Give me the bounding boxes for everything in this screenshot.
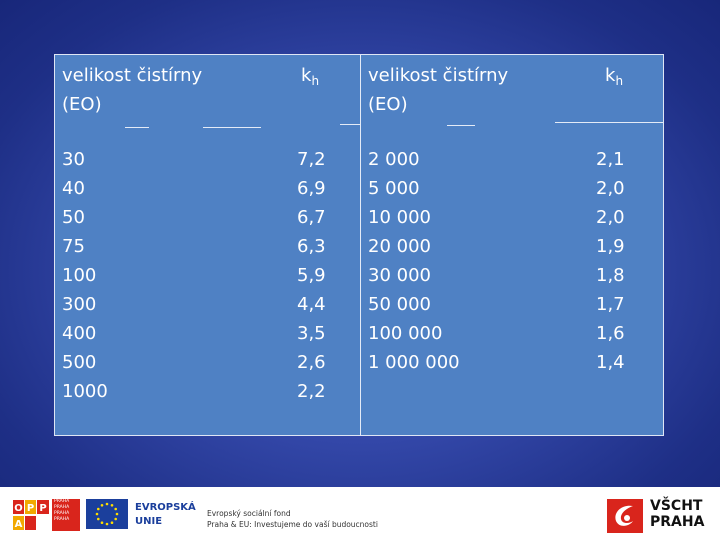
opp-letter: A — [15, 519, 23, 530]
header-underline — [447, 125, 475, 126]
vscht-logo-text: VŠCHT PRAHA — [650, 498, 704, 530]
header-underline — [340, 124, 360, 125]
right-kh-header: kh — [605, 65, 624, 88]
left-size-values: 30 40 50 75 100 300 400 500 1000 — [62, 149, 108, 402]
opp-praha-line: PRAHA — [54, 511, 70, 516]
footer-logo-bar: O P P A PRAHA PRAHA PRAHA PRAHA EVROPSKÁ… — [0, 487, 720, 540]
eu-logo-line: EVROPSKÁ — [135, 502, 196, 513]
right-size-values: 2 000 5 000 10 000 20 000 30 000 50 000 … — [368, 149, 460, 373]
esf-caption: Evropský sociální fond Praha & EU: Inves… — [207, 508, 378, 530]
opp-logo: O P P A — [12, 499, 50, 531]
header-underline — [203, 127, 261, 128]
opp-letter: O — [14, 503, 23, 514]
eu-logo-line: UNIE — [135, 516, 163, 527]
eu-flag-icon — [86, 499, 128, 529]
data-table: velikost čistírny (EO) kh velikost čistí… — [54, 54, 664, 436]
right-size-header: velikost čistírny (EO) — [368, 65, 509, 115]
esf-caption-line: Evropský sociální fond — [207, 509, 291, 518]
left-kh-header: kh — [301, 65, 320, 88]
vscht-logo-line: VŠCHT — [650, 498, 703, 514]
vscht-logo-icon — [607, 499, 643, 533]
opp-praha-block: PRAHA PRAHA PRAHA PRAHA — [52, 499, 80, 531]
opp-letter: P — [39, 503, 46, 514]
esf-caption-line: Praha & EU: Investujeme do vaší budoucno… — [207, 520, 378, 529]
vscht-logo-line: PRAHA — [650, 514, 705, 530]
opp-praha-line: PRAHA — [54, 499, 70, 504]
column-divider — [360, 55, 361, 435]
eu-logo-text: EVROPSKÁ UNIE — [135, 501, 196, 529]
opp-praha-line: PRAHA — [54, 505, 70, 510]
header-underline — [125, 127, 149, 128]
right-kh-values: 2,1 2,0 2,0 1,9 1,8 1,7 1,6 1,4 — [596, 149, 625, 373]
opp-praha-line: PRAHA — [54, 517, 70, 522]
left-kh-values: 7,2 6,9 6,7 6,3 5,9 4,4 3,5 2,6 2,2 — [297, 149, 326, 402]
header-underline — [555, 122, 663, 123]
opp-letter: P — [27, 503, 34, 514]
left-size-header: velikost čistírny (EO) — [62, 65, 203, 115]
